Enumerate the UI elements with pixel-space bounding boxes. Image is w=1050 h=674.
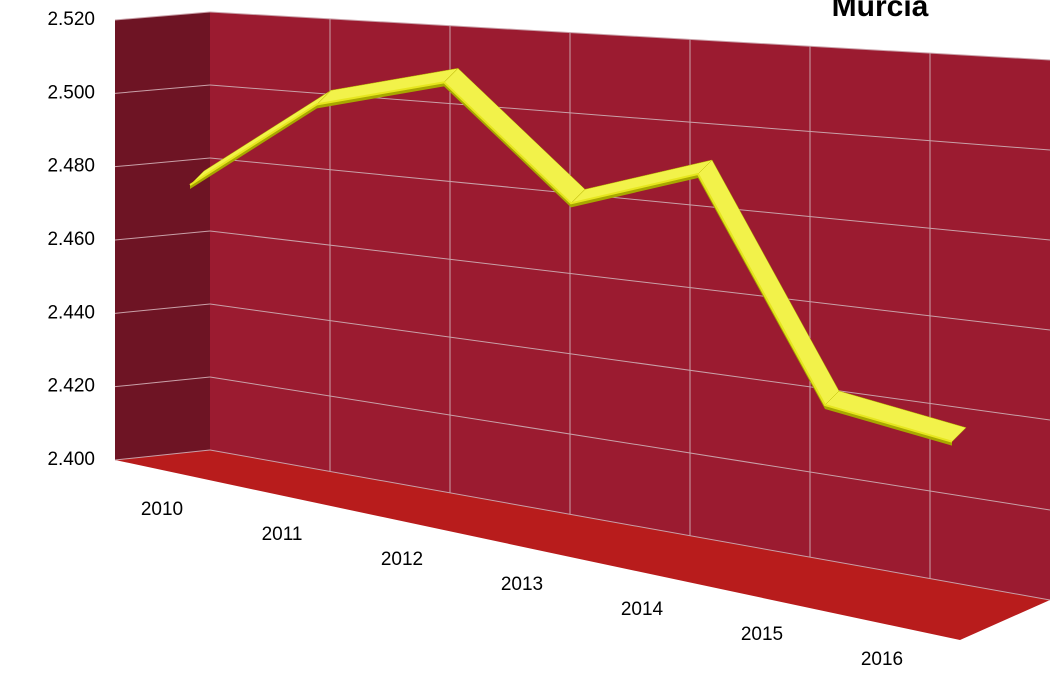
y-tick-label: 2.500	[47, 82, 95, 103]
grid-line	[209, 11, 1050, 61]
x-tick-label: 2012	[381, 549, 423, 570]
y-tick-label: 2.460	[47, 229, 95, 250]
x-tick-label: 2014	[621, 599, 664, 620]
line	[189, 81, 953, 443]
grid-line	[114, 11, 211, 21]
grid-line	[209, 376, 1050, 511]
x-tick-label: 2015	[741, 624, 783, 645]
floor	[115, 450, 1050, 640]
grid-line	[114, 157, 211, 168]
grid-line	[114, 449, 211, 461]
y-tick-label: 2.440	[47, 302, 95, 323]
x-tick-label: 2010	[141, 499, 183, 520]
y-tick-label: 2.420	[47, 376, 95, 397]
x-tick-label: 2013	[501, 574, 543, 595]
grid-line	[209, 449, 1050, 601]
y-tick-label: 2.520	[47, 9, 95, 30]
grid-line	[209, 303, 1050, 421]
grid-line	[114, 376, 211, 388]
grid-line	[114, 230, 211, 241]
y-tick-label: 2.400	[47, 449, 95, 470]
chart-title: Murcia	[832, 0, 929, 23]
y-tick-label: 2.480	[47, 156, 95, 177]
grid-line	[114, 84, 211, 94]
back-wall	[210, 12, 1050, 600]
grid-line	[209, 230, 1050, 331]
grid-line	[209, 157, 1050, 241]
x-tick-label: 2016	[861, 649, 903, 670]
grid-line	[114, 303, 211, 314]
x-tick-label: 2011	[262, 524, 303, 545]
